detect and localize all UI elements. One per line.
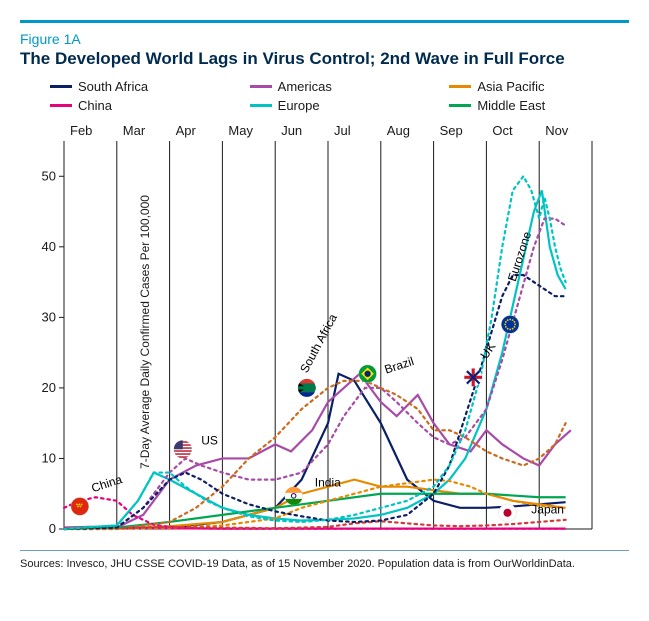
legend-swatch (50, 85, 72, 88)
legend-item: Americas (250, 79, 430, 94)
legend-swatch (50, 104, 72, 107)
india-flag-icon (285, 478, 303, 514)
annotation-label: China (90, 472, 124, 495)
legend-label: South Africa (78, 79, 148, 94)
legend-item: Middle East (449, 98, 629, 113)
legend-label: Middle East (477, 98, 545, 113)
legend-item: Asia Pacific (449, 79, 629, 94)
annotation-label: US (201, 433, 218, 447)
legend-label: China (78, 98, 112, 113)
month-label: Sep (440, 123, 463, 138)
legend-swatch (449, 85, 471, 88)
month-label: Mar (123, 123, 146, 138)
sa-flag-icon (298, 379, 316, 397)
month-label: Jun (281, 123, 302, 138)
figure: Figure 1A The Developed World Lags in Vi… (20, 20, 629, 572)
legend-swatch (250, 104, 272, 107)
figure-title: The Developed World Lags in Virus Contro… (20, 49, 629, 69)
japan-flag-icon (499, 504, 517, 522)
ytick-label: 0 (49, 521, 56, 536)
month-label: Apr (176, 123, 197, 138)
legend-label: Europe (278, 98, 320, 113)
month-label: Feb (70, 123, 92, 138)
ytick-label: 40 (42, 239, 56, 254)
rule-top (20, 20, 629, 23)
ytick-label: 10 (42, 450, 56, 465)
annotation-label: Japan (531, 502, 564, 516)
legend: South Africa Americas Asia Pacific China Eur… (20, 79, 629, 113)
annotation-label: India (315, 476, 341, 490)
annotation-label: Eurozone (505, 230, 534, 283)
month-label: Jul (334, 123, 351, 138)
eu-flag-icon (501, 315, 519, 333)
y-axis-label: 7-Day Average Daily Confirmed Cases Per … (138, 195, 152, 469)
month-label: Aug (387, 123, 410, 138)
china-flag-icon (71, 497, 89, 515)
legend-label: Americas (278, 79, 332, 94)
annotation-label: South Africa (297, 311, 340, 375)
ytick-label: 20 (42, 380, 56, 395)
source-note: Sources: Invesco, JHU CSSE COVID-19 Data… (20, 557, 629, 572)
uk-flag-icon (464, 368, 482, 386)
legend-swatch (449, 104, 471, 107)
month-label: Nov (545, 123, 569, 138)
figure-label: Figure 1A (20, 31, 629, 47)
chart-wrap: 7-Day Average Daily Confirmed Cases Per … (20, 119, 629, 544)
legend-swatch (250, 85, 272, 88)
legend-label: Asia Pacific (477, 79, 544, 94)
legend-item: Europe (250, 98, 430, 113)
month-label: Oct (492, 123, 513, 138)
brazil-flag-icon (359, 365, 377, 383)
legend-item: China (50, 98, 230, 113)
us-flag-icon (174, 440, 192, 458)
ytick-label: 50 (42, 168, 56, 183)
rule-bottom (20, 550, 629, 551)
line-chart: Feb Mar Apr May Jun Jul Aug Sep Oct Nov 0 10 20 30 40 5… (20, 119, 600, 539)
month-label: May (228, 123, 253, 138)
legend-item: South Africa (50, 79, 230, 94)
annotation-label: Brazil (383, 354, 416, 377)
annotation-label: UK (477, 340, 498, 362)
ytick-label: 30 (42, 309, 56, 324)
